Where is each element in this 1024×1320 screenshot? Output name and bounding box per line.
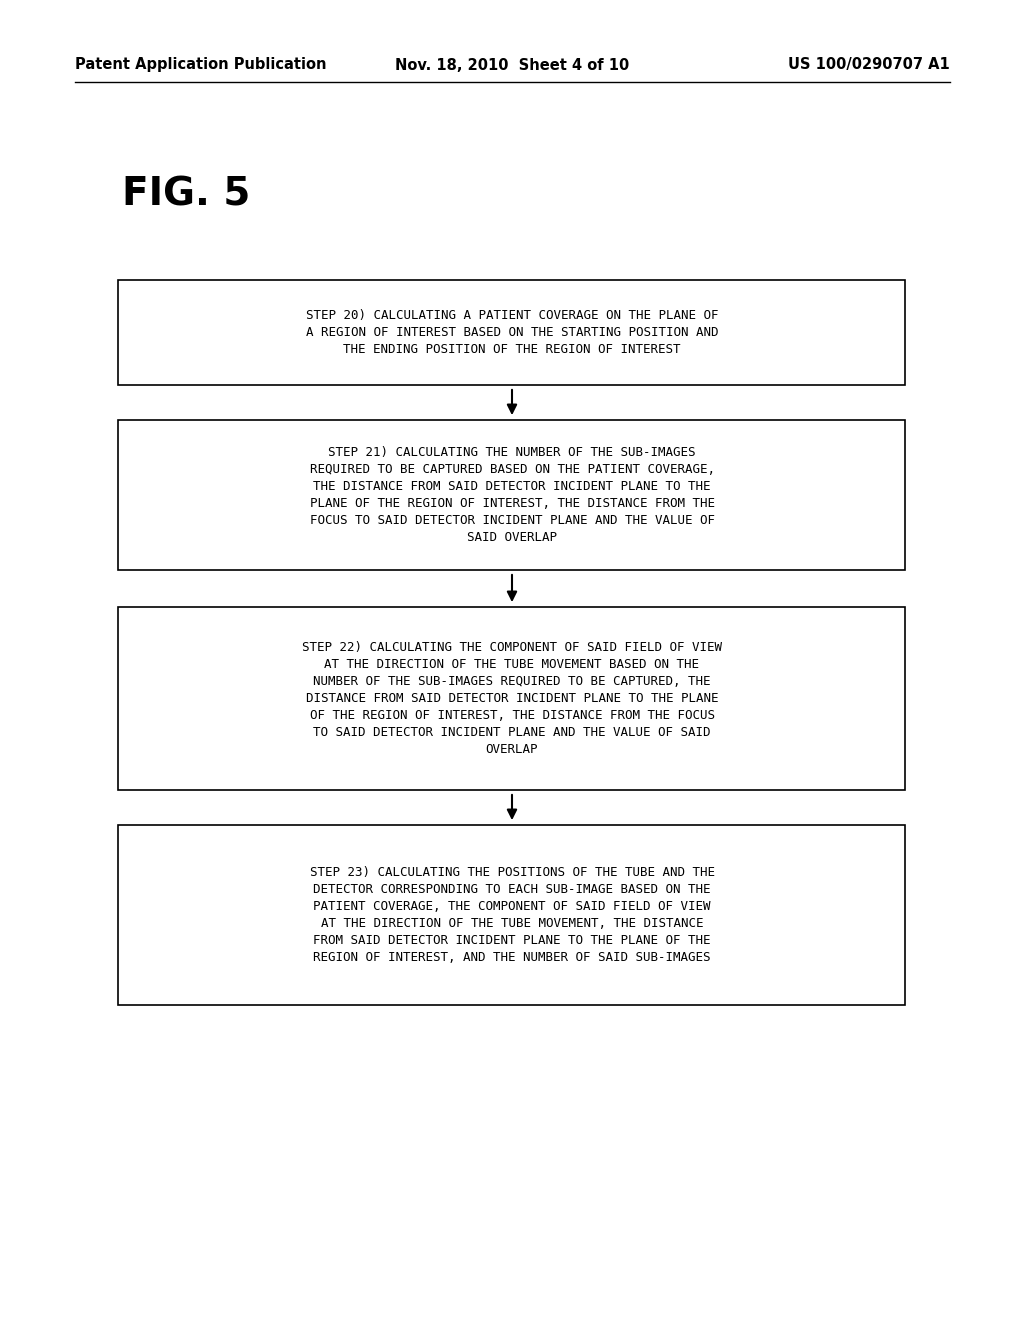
Text: REQUIRED TO BE CAPTURED BASED ON THE PATIENT COVERAGE,: REQUIRED TO BE CAPTURED BASED ON THE PAT… — [309, 463, 715, 477]
Text: DISTANCE FROM SAID DETECTOR INCIDENT PLANE TO THE PLANE: DISTANCE FROM SAID DETECTOR INCIDENT PLA… — [306, 692, 718, 705]
Text: STEP 22) CALCULATING THE COMPONENT OF SAID FIELD OF VIEW: STEP 22) CALCULATING THE COMPONENT OF SA… — [302, 642, 722, 653]
Bar — [118, 607, 905, 789]
Text: Nov. 18, 2010  Sheet 4 of 10: Nov. 18, 2010 Sheet 4 of 10 — [395, 58, 629, 73]
Text: THE ENDING POSITION OF THE REGION OF INTEREST: THE ENDING POSITION OF THE REGION OF INT… — [343, 343, 681, 356]
Text: Patent Application Publication: Patent Application Publication — [75, 58, 327, 73]
Text: OF THE REGION OF INTEREST, THE DISTANCE FROM THE FOCUS: OF THE REGION OF INTEREST, THE DISTANCE … — [309, 709, 715, 722]
Bar — [118, 420, 905, 570]
Text: US 100/0290707 A1: US 100/0290707 A1 — [788, 58, 950, 73]
Text: NUMBER OF THE SUB-IMAGES REQUIRED TO BE CAPTURED, THE: NUMBER OF THE SUB-IMAGES REQUIRED TO BE … — [313, 675, 711, 688]
Text: DETECTOR CORRESPONDING TO EACH SUB-IMAGE BASED ON THE: DETECTOR CORRESPONDING TO EACH SUB-IMAGE… — [313, 883, 711, 896]
Bar — [118, 825, 905, 1005]
Text: SAID OVERLAP: SAID OVERLAP — [467, 531, 557, 544]
Text: FROM SAID DETECTOR INCIDENT PLANE TO THE PLANE OF THE: FROM SAID DETECTOR INCIDENT PLANE TO THE… — [313, 935, 711, 946]
Text: FIG. 5: FIG. 5 — [122, 176, 251, 214]
Text: TO SAID DETECTOR INCIDENT PLANE AND THE VALUE OF SAID: TO SAID DETECTOR INCIDENT PLANE AND THE … — [313, 726, 711, 739]
Text: FOCUS TO SAID DETECTOR INCIDENT PLANE AND THE VALUE OF: FOCUS TO SAID DETECTOR INCIDENT PLANE AN… — [309, 513, 715, 527]
Text: REGION OF INTEREST, AND THE NUMBER OF SAID SUB-IMAGES: REGION OF INTEREST, AND THE NUMBER OF SA… — [313, 950, 711, 964]
Text: STEP 21) CALCULATING THE NUMBER OF THE SUB-IMAGES: STEP 21) CALCULATING THE NUMBER OF THE S… — [329, 446, 695, 459]
Text: AT THE DIRECTION OF THE TUBE MOVEMENT BASED ON THE: AT THE DIRECTION OF THE TUBE MOVEMENT BA… — [325, 657, 699, 671]
Bar — [118, 280, 905, 385]
Text: STEP 23) CALCULATING THE POSITIONS OF THE TUBE AND THE: STEP 23) CALCULATING THE POSITIONS OF TH… — [309, 866, 715, 879]
Text: A REGION OF INTEREST BASED ON THE STARTING POSITION AND: A REGION OF INTEREST BASED ON THE STARTI… — [306, 326, 718, 339]
Text: STEP 20) CALCULATING A PATIENT COVERAGE ON THE PLANE OF: STEP 20) CALCULATING A PATIENT COVERAGE … — [306, 309, 718, 322]
Text: AT THE DIRECTION OF THE TUBE MOVEMENT, THE DISTANCE: AT THE DIRECTION OF THE TUBE MOVEMENT, T… — [321, 917, 703, 931]
Text: PATIENT COVERAGE, THE COMPONENT OF SAID FIELD OF VIEW: PATIENT COVERAGE, THE COMPONENT OF SAID … — [313, 900, 711, 913]
Text: OVERLAP: OVERLAP — [485, 743, 539, 756]
Text: THE DISTANCE FROM SAID DETECTOR INCIDENT PLANE TO THE: THE DISTANCE FROM SAID DETECTOR INCIDENT… — [313, 480, 711, 492]
Text: PLANE OF THE REGION OF INTEREST, THE DISTANCE FROM THE: PLANE OF THE REGION OF INTEREST, THE DIS… — [309, 498, 715, 510]
